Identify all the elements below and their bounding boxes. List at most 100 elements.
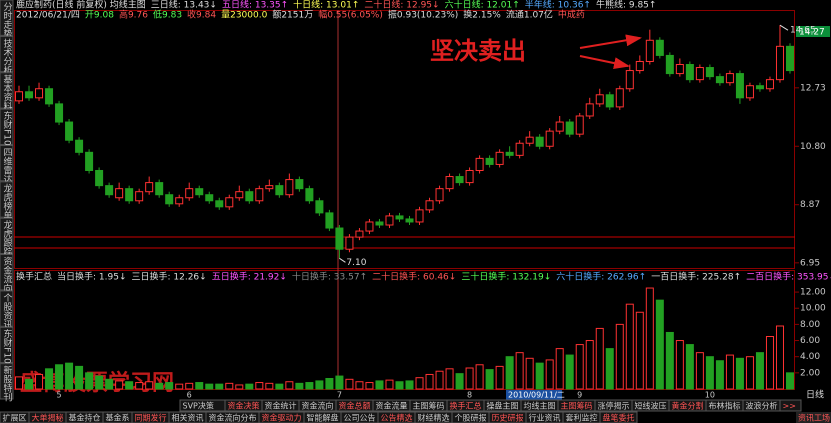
tab-label[interactable]: 同期发行 [135, 413, 167, 423]
header-item: 当日换手: 1.95↓ [57, 271, 126, 283]
tab-label[interactable]: 基金系 [106, 413, 130, 423]
tab-label[interactable]: 基金持仓 [69, 413, 101, 423]
y-tick-label: 6.95 [800, 258, 820, 268]
side-tab-label[interactable]: 分时走势 [2, 2, 13, 39]
tab-label[interactable]: 扩展区 [3, 413, 27, 423]
volume-bar [715, 360, 724, 390]
side-tab[interactable] [0, 144, 14, 182]
side-tab-label[interactable]: 新股特刊 [2, 365, 13, 403]
tab-label[interactable]: >> [783, 402, 796, 411]
side-tab-label[interactable]: 东财F10 [2, 328, 13, 364]
tab-label[interactable]: 个股研报 [455, 413, 487, 423]
side-tab[interactable] [0, 0, 14, 36]
tab-label[interactable]: 智能解盘 [307, 413, 339, 423]
candle-body [145, 182, 154, 193]
side-tab[interactable] [0, 35, 14, 73]
candle-body [305, 188, 314, 202]
tab-label[interactable]: 公告精选 [381, 413, 413, 423]
header-item: 二十日换手: 60.46↓ [372, 271, 456, 283]
x-tick-label: 8 [467, 391, 472, 400]
y-tick-label: 2.00 [800, 368, 820, 378]
corner-label[interactable]: 资讯工场 [798, 413, 830, 423]
tab-label[interactable]: 套利监控 [566, 413, 598, 423]
tab-label[interactable]: 短线波压 [635, 401, 667, 411]
volume-frame [14, 270, 795, 390]
tab[interactable] [599, 411, 638, 423]
candle-body [65, 121, 74, 141]
tab-label[interactable]: 盘笔委托 [603, 413, 635, 423]
tab-label[interactable]: 操盘主图 [487, 401, 519, 411]
volume-bar [565, 354, 574, 390]
candle-body [395, 215, 404, 220]
tab-label[interactable]: 资金驱动力 [262, 413, 302, 423]
candle-body [625, 70, 634, 90]
side-tab-label[interactable]: 四维雷达 [2, 147, 13, 183]
corner-tab[interactable] [796, 412, 831, 423]
header-item: 中成药 [558, 9, 585, 21]
tab-label[interactable]: 黄金分割 [672, 401, 704, 411]
volume-bar [695, 352, 704, 390]
side-tab[interactable] [0, 217, 14, 255]
tab-label[interactable]: 主图筹码 [561, 401, 593, 411]
max-label: 14.65 [790, 26, 816, 36]
candle-body [525, 136, 534, 144]
tab-label[interactable]: 大单揭秘 [32, 413, 64, 423]
header-item: 换2.15% [463, 9, 501, 21]
volume-bar [105, 378, 114, 390]
tab-label[interactable]: 换手汇总 [450, 401, 482, 411]
tab-label[interactable]: 资金流量 [376, 401, 408, 411]
side-tab-label[interactable]: 东财F10 [2, 110, 13, 146]
volume-bar [135, 382, 144, 390]
tab-label[interactable]: 主图筹码 [413, 401, 445, 411]
tab-label[interactable]: 均线主图 [524, 401, 556, 411]
arrow [579, 55, 630, 70]
x-tick-label: 5 [57, 391, 62, 400]
side-tab[interactable] [0, 254, 14, 291]
side-tab[interactable] [0, 181, 14, 218]
side-tab-label[interactable]: 龙虎榜单 [2, 183, 13, 221]
tab-label[interactable]: 行业资讯 [529, 413, 561, 423]
candle-body [725, 73, 734, 84]
min-label: 7.10 [346, 258, 366, 268]
cursor-date: 2010/09/11/二 [508, 391, 565, 400]
tab-label[interactable]: 相关资讯 [172, 413, 204, 423]
candle-body [335, 227, 344, 250]
header-item: 收9.84 [187, 9, 216, 21]
volume-bar [535, 362, 544, 390]
candle-body [315, 200, 324, 214]
tab[interactable] [779, 399, 802, 412]
side-tab[interactable] [0, 326, 14, 364]
header-item: 二十日线: 12.95↓ [364, 0, 439, 11]
tab-label[interactable]: 波浪分析 [746, 401, 778, 411]
volume-bar [655, 299, 664, 390]
side-tab[interactable] [0, 108, 14, 145]
tab-label[interactable]: 资金流向分布 [209, 413, 257, 423]
side-tab-label[interactable]: 龙虎跟踪 [2, 219, 13, 257]
volume-bar [295, 382, 304, 390]
candle-body [235, 191, 244, 199]
tab-label[interactable]: SVP决策 [183, 401, 214, 411]
side-tab[interactable] [0, 290, 14, 327]
volume-bar [355, 381, 364, 390]
period-label: 日线 [806, 389, 824, 401]
tab-label[interactable]: 公司公告 [344, 413, 376, 423]
tab-label[interactable]: 财经精选 [418, 413, 450, 423]
tab-label[interactable]: 资金决策 [228, 401, 260, 411]
side-tab[interactable] [0, 363, 14, 400]
tab-label[interactable]: 布林指标 [709, 401, 741, 411]
side-tab-label[interactable]: 个股资讯 [2, 293, 13, 330]
candle-body [505, 151, 514, 156]
tab-label[interactable]: 资金流向 [302, 401, 334, 411]
side-tab-label[interactable]: 技术分析 [2, 37, 13, 75]
header-item: 量23000.0 [221, 10, 267, 21]
side-tab-label[interactable]: 基本资料 [2, 74, 13, 112]
side-tab[interactable] [0, 72, 14, 109]
tab-label[interactable]: 历史研报 [492, 413, 524, 423]
tab-label[interactable]: 涨停揭示 [598, 401, 630, 411]
header-item: 低9.83 [153, 9, 182, 21]
tab-label[interactable]: 资金总额 [339, 401, 371, 411]
tab-label[interactable]: 资金统计 [265, 401, 297, 411]
candle-body [515, 142, 524, 156]
side-tab-label[interactable]: 资金流向 [2, 256, 13, 292]
